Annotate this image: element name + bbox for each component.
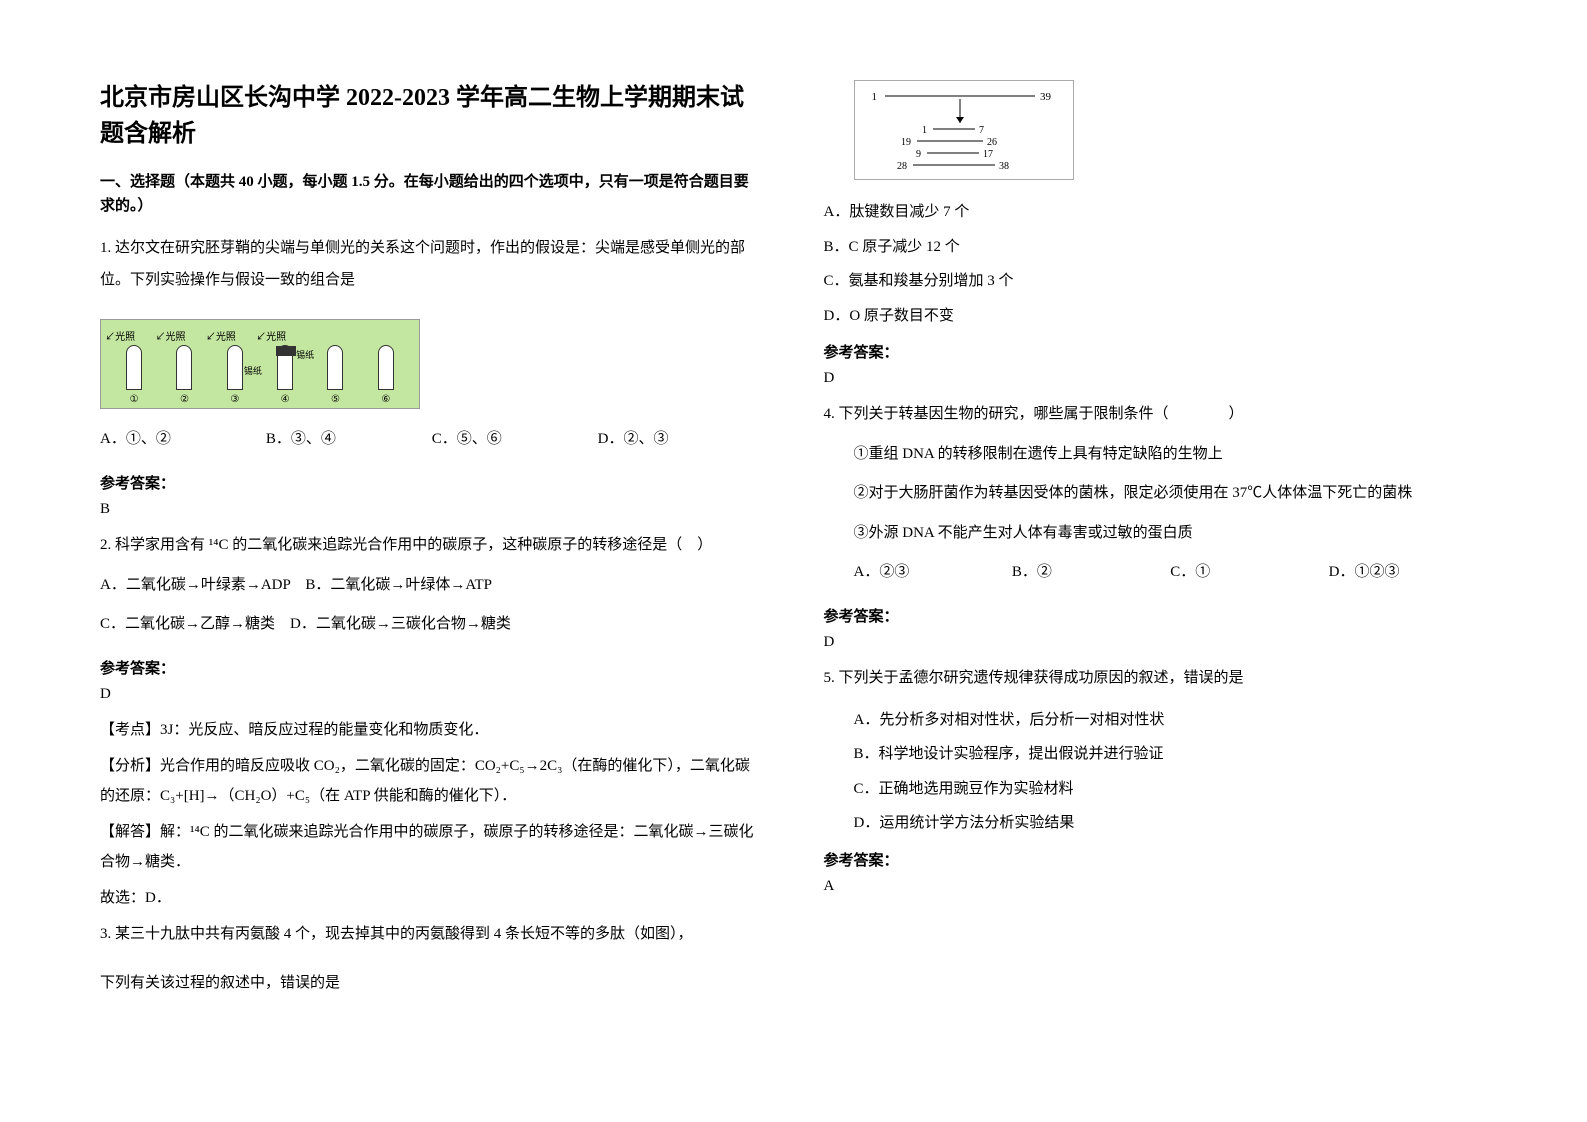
q4-cond1: ①重组 DNA 的转移限制在遗传上具有特定缺陷的生物上 (824, 439, 1488, 471)
q3-diagram: 1 39 1 7 19 26 9 17 28 38 (854, 80, 1074, 180)
q2-analysis-2: 【分析】光合作用的暗反应吸收 CO₂，二氧化碳的固定：CO₂+C₅→2C₃（在酶… (100, 751, 764, 811)
q1-diagram: ↙光照 ① ↙光照 ② ↙光照 锡纸 ③ ↙光照 锡纸 ④ ⑤ ⑥ (100, 319, 420, 409)
num-1: 1 (871, 91, 877, 103)
q3-text2: 下列有关该过程的叙述中，错误的是 (100, 968, 764, 1000)
svg-text:1: 1 (922, 125, 927, 136)
q2-options-ab: A．二氧化碳→叶绿素→ADP B．二氧化碳→叶绿体→ATP (100, 570, 764, 602)
coleoptile-1: ↙光照 ① (126, 345, 142, 390)
q1-option-b: B．③、④ (266, 424, 432, 454)
q4-answer: D (824, 634, 1488, 651)
coleoptile-5: ⑤ (327, 345, 343, 390)
q3-option-d: D．O 原子数目不变 (824, 299, 1488, 334)
q4-options: A．②③ B．② C．① D．①②③ (824, 557, 1488, 587)
light-label: ↙光照 (105, 328, 135, 343)
q3-answer: D (824, 370, 1488, 387)
q4-option-a: A．②③ (854, 557, 1012, 587)
q1-option-d: D．②、③ (598, 424, 764, 454)
light-label: ↙光照 (256, 328, 286, 343)
coleoptile-6: ⑥ (378, 345, 394, 390)
q3-text1: 3. 某三十九肽中共有丙氨酸 4 个，现去掉其中的丙氨酸得到 4 条长短不等的多… (100, 919, 764, 951)
left-column: 北京市房山区长沟中学 2022-2023 学年高二生物上学期期末试题含解析 一、… (100, 80, 764, 1082)
q4-cond2: ②对于大肠肝菌作为转基因受体的菌株，限定必须使用在 37℃人体体温下死亡的菌株 (824, 478, 1488, 510)
q5-answer: A (824, 878, 1488, 895)
q2-analysis-4: 故选：D． (100, 883, 764, 913)
q1-answer-label: 参考答案： (100, 472, 764, 493)
num-39: 39 (1040, 91, 1052, 103)
q3-answer-label: 参考答案： (824, 341, 1488, 362)
q4-option-c: C．① (1170, 557, 1328, 587)
svg-text:9: 9 (916, 149, 921, 160)
q5-answer-label: 参考答案： (824, 849, 1488, 870)
q4-option-b: B．② (1012, 557, 1170, 587)
q1-answer: B (100, 501, 764, 518)
q1-text: 1. 达尔文在研究胚芽鞘的尖端与单侧光的关系这个问题时，作出的假设是：尖端是感受… (100, 233, 764, 296)
coleoptile-4: ↙光照 锡纸 ④ (277, 345, 293, 390)
q2-options-cd: C．二氧化碳→乙醇→糖类 D．二氧化碳→三碳化合物→糖类 (100, 609, 764, 641)
q4-text: 4. 下列关于转基因生物的研究，哪些属于限制条件（ ） (824, 399, 1488, 431)
q2-analysis-3: 【解答】解：¹⁴C 的二氧化碳来追踪光合作用中的碳原子，碳原子的转移途径是：二氧… (100, 817, 764, 877)
q2-answer: D (100, 686, 764, 703)
coleoptile-2: ↙光照 ② (176, 345, 192, 390)
q4-option-d: D．①②③ (1329, 557, 1487, 587)
q2-analysis-1: 【考点】3J：光反应、暗反应过程的能量变化和物质变化． (100, 715, 764, 745)
svg-text:28: 28 (897, 161, 907, 172)
q1-option-c: C．⑤、⑥ (432, 424, 598, 454)
q5-option-d: D．运用统计学方法分析实验结果 (824, 806, 1488, 841)
q2-answer-label: 参考答案： (100, 657, 764, 678)
q3-option-a: A．肽键数目减少 7 个 (824, 195, 1488, 230)
q4-answer-label: 参考答案： (824, 605, 1488, 626)
svg-text:7: 7 (979, 125, 984, 136)
q5-text: 5. 下列关于孟德尔研究遗传规律获得成功原因的叙述，错误的是 (824, 663, 1488, 695)
light-label: ↙光照 (206, 328, 236, 343)
svg-text:38: 38 (999, 161, 1009, 172)
svg-text:26: 26 (987, 137, 997, 148)
q4-cond3: ③外源 DNA 不能产生对人体有毒害或过敏的蛋白质 (824, 518, 1488, 550)
q3-option-c: C．氨基和羧基分别增加 3 个 (824, 264, 1488, 299)
svg-text:17: 17 (983, 149, 993, 160)
q5-option-b: B．科学地设计实验程序，提出假说并进行验证 (824, 737, 1488, 772)
q5-option-c: C．正确地选用豌豆作为实验材料 (824, 772, 1488, 807)
light-label: ↙光照 (155, 328, 185, 343)
right-column: 1 39 1 7 19 26 9 17 28 38 A．肽键数目减少 7 个 B… (824, 80, 1488, 1082)
peptide-svg: 1 39 1 7 19 26 9 17 28 38 (855, 81, 1075, 181)
q1-option-a: A．①、② (100, 424, 266, 454)
q5-option-a: A．先分析多对相对性状，后分析一对相对性状 (824, 703, 1488, 738)
q3-option-b: B．C 原子减少 12 个 (824, 230, 1488, 265)
document-title: 北京市房山区长沟中学 2022-2023 学年高二生物上学期期末试题含解析 (100, 80, 764, 152)
section-header: 一、选择题（本题共 40 小题，每小题 1.5 分。在每小题给出的四个选项中，只… (100, 170, 764, 218)
svg-text:19: 19 (901, 137, 911, 148)
coleoptile-3: ↙光照 锡纸 ③ (227, 345, 243, 390)
q1-options: A．①、② B．③、④ C．⑤、⑥ D．②、③ (100, 424, 764, 454)
q2-text: 2. 科学家用含有 ¹⁴C 的二氧化碳来追踪光合作用中的碳原子，这种碳原子的转移… (100, 530, 764, 562)
